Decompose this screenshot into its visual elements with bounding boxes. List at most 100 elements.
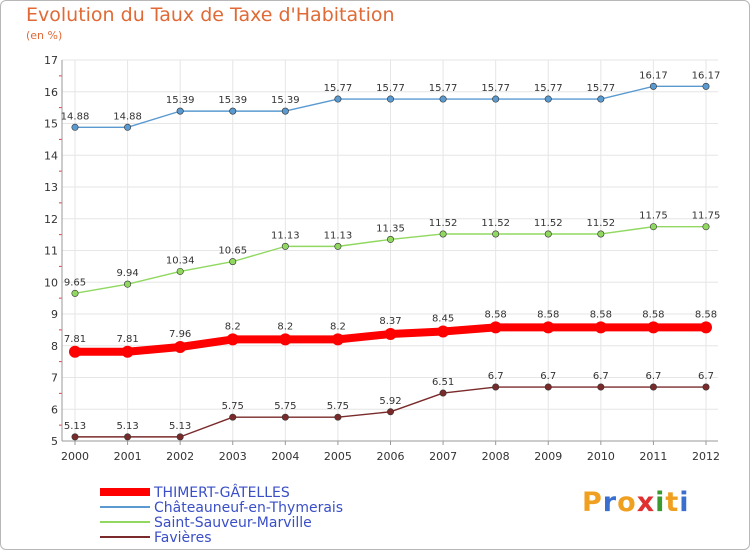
data-point (176, 267, 184, 275)
data-label: 11.75 (639, 211, 668, 222)
data-label: 8.2 (277, 321, 293, 332)
data-point (702, 383, 710, 391)
data-label: 8.58 (485, 309, 507, 320)
data-label: 8.58 (537, 309, 559, 320)
data-label: 14.88 (113, 111, 142, 122)
data-point (71, 433, 79, 441)
data-point (124, 123, 132, 131)
data-point (124, 433, 132, 441)
data-point (281, 242, 289, 250)
data-label: 15.77 (429, 83, 458, 94)
data-point (386, 408, 394, 416)
data-label: 5.75 (327, 401, 349, 412)
x-tick-label: 2002 (166, 450, 194, 463)
data-point (176, 433, 184, 441)
y-tick-label: 5 (51, 435, 58, 448)
data-label: 15.77 (324, 83, 353, 94)
data-label: 11.52 (429, 218, 458, 229)
data-point (176, 107, 184, 115)
data-label: 11.75 (692, 211, 721, 222)
y-tick-label: 17 (44, 54, 58, 67)
data-point (439, 95, 447, 103)
data-point (229, 413, 237, 421)
data-label: 16.17 (692, 70, 721, 81)
legend: THIMERT-GÂTELLESChâteauneuf-en-Thymerais… (100, 483, 343, 546)
data-label: 11.52 (534, 218, 563, 229)
y-tick-label: 6 (51, 403, 58, 416)
data-point (492, 95, 500, 103)
data-point (384, 328, 397, 341)
y-tick-label: 16 (44, 86, 58, 99)
grid-layer (62, 59, 718, 442)
data-point (439, 230, 447, 238)
data-point (702, 223, 710, 231)
data-point (702, 82, 710, 90)
data-label: 8.58 (695, 309, 717, 320)
data-point (544, 230, 552, 238)
data-label: 6.51 (432, 377, 454, 388)
data-point (544, 95, 552, 103)
data-label: 9.65 (64, 277, 86, 288)
data-label: 8.37 (379, 316, 401, 327)
data-label: 14.88 (61, 111, 90, 122)
data-label: 11.52 (587, 218, 616, 229)
x-tick-label: 2001 (114, 450, 142, 463)
data-label: 8.2 (225, 321, 241, 332)
data-label: 7.96 (169, 329, 191, 340)
y-tick-label: 8 (51, 340, 58, 353)
data-label: 9.94 (116, 268, 138, 279)
data-point (334, 95, 342, 103)
x-tick-label: 2008 (482, 450, 510, 463)
x-tick-label: 2004 (271, 450, 299, 463)
data-label: 15.77 (481, 83, 510, 94)
x-tick-label: 2009 (534, 450, 562, 463)
y-tick-label: 15 (44, 118, 58, 131)
legend-label: Châteauneuf-en-Thymerais (154, 500, 343, 516)
data-point (649, 82, 657, 90)
data-point (597, 383, 605, 391)
data-label: 5.75 (274, 401, 296, 412)
chart-unit-label: (en %) (26, 29, 63, 42)
data-point (334, 413, 342, 421)
data-label: 11.13 (324, 230, 353, 241)
x-tick-label: 2007 (429, 450, 457, 463)
data-point (489, 321, 502, 334)
data-point (700, 321, 712, 334)
legend-label: Saint-Sauveur-Marville (154, 515, 312, 531)
legend-label: Favières (154, 530, 212, 546)
data-label: 6.7 (698, 371, 714, 382)
data-label: 8.2 (330, 321, 346, 332)
data-label: 8.58 (590, 309, 612, 320)
data-label: 15.77 (376, 83, 405, 94)
x-tick-label: 2010 (587, 450, 615, 463)
data-point (229, 107, 237, 115)
data-label: 15.77 (534, 83, 563, 94)
data-label: 7.81 (64, 334, 86, 345)
data-point (334, 242, 342, 250)
data-point (281, 107, 289, 115)
y-tick-label: 14 (44, 149, 58, 162)
data-point (386, 235, 394, 243)
logo-letter: i (655, 487, 666, 518)
data-label: 11.35 (376, 223, 405, 234)
y-tick-label: 7 (51, 372, 58, 385)
data-point (71, 123, 79, 131)
series-layer (69, 82, 712, 441)
y-tick-label: 9 (51, 308, 58, 321)
data-point (281, 413, 289, 421)
logo-letter: P (582, 487, 603, 518)
logo-letter: r (602, 487, 618, 518)
data-point (279, 333, 292, 346)
data-point (331, 333, 344, 346)
data-label-layer: 14.88 14.88 15.39 15.39 15.39 15.77 15.77 15.77… (61, 70, 721, 432)
y-tick-label: 10 (44, 276, 58, 289)
data-point (492, 383, 500, 391)
y-tick-label: 11 (44, 245, 58, 258)
x-tick-label: 2000 (61, 450, 89, 463)
data-label: 15.39 (218, 95, 247, 106)
data-label: 5.13 (169, 421, 191, 432)
data-label: 15.39 (271, 95, 300, 106)
data-label: 7.81 (116, 334, 138, 345)
data-label: 11.52 (481, 218, 510, 229)
